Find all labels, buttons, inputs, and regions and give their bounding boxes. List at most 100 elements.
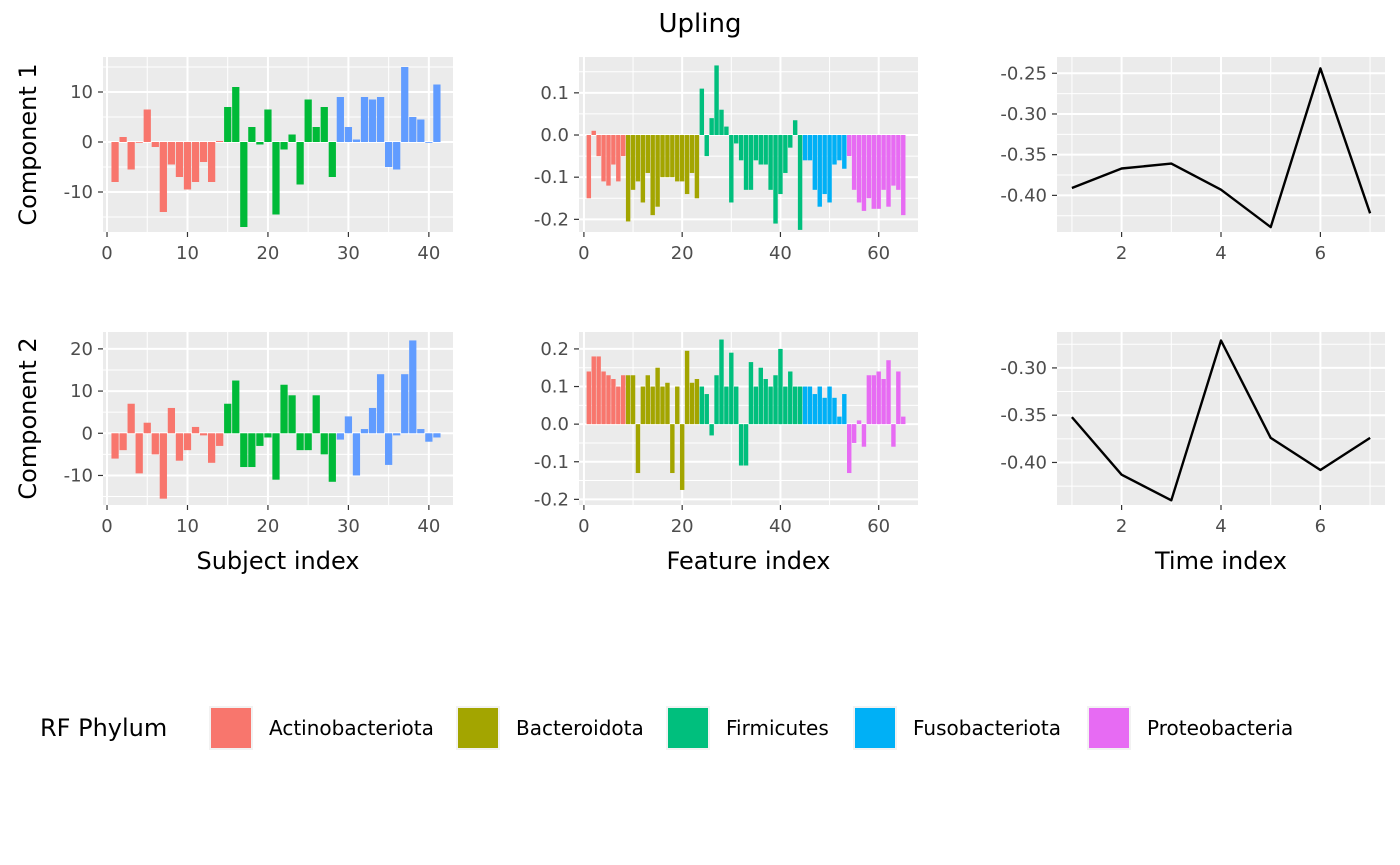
- bar: [856, 420, 862, 425]
- x-tick-label: 40: [417, 516, 440, 537]
- bar: [143, 109, 151, 142]
- legend-swatch: [458, 708, 498, 748]
- bar: [630, 135, 636, 190]
- bar: [119, 433, 127, 451]
- bar: [393, 142, 401, 170]
- bar: [433, 84, 441, 142]
- y-tick-label: 0.2: [540, 339, 569, 360]
- legend-item: Bacteroidota: [456, 706, 644, 750]
- y-tick-label: 0.0: [540, 125, 569, 146]
- bar: [296, 142, 304, 185]
- bar: [111, 142, 119, 182]
- legend-item: Firmicutes: [666, 706, 829, 750]
- x-tick-label: 40: [769, 243, 792, 264]
- x-tick-label: 10: [176, 243, 199, 264]
- bar: [288, 134, 296, 142]
- bar: [847, 135, 852, 157]
- bar: [601, 135, 606, 182]
- x-tick-label: 40: [417, 243, 440, 264]
- bar: [827, 386, 832, 425]
- bar: [264, 433, 272, 438]
- bar: [832, 135, 837, 165]
- legend-label: Proteobacteria: [1147, 716, 1293, 740]
- bar: [409, 117, 417, 142]
- x-tick-label: 30: [337, 516, 360, 537]
- bar: [842, 394, 847, 425]
- x-tick-label: 4: [1215, 243, 1226, 264]
- bar: [312, 127, 320, 142]
- bar: [689, 382, 695, 425]
- bar: [320, 433, 328, 455]
- y-tick-label: 10: [70, 381, 93, 402]
- bar: [891, 424, 896, 447]
- bar: [837, 135, 842, 161]
- bar: [256, 433, 264, 446]
- bar: [743, 424, 749, 466]
- bar: [635, 135, 641, 182]
- bar: [788, 371, 793, 425]
- bar: [304, 99, 312, 142]
- bar: [401, 67, 409, 142]
- x-tick-label: 40: [769, 516, 792, 537]
- bar: [753, 386, 759, 425]
- bar: [183, 433, 192, 451]
- bar: [127, 142, 135, 170]
- bar: [280, 142, 288, 150]
- bar: [376, 374, 385, 434]
- bar: [216, 141, 224, 142]
- bar: [199, 433, 208, 436]
- y-tick-label: 0: [82, 423, 93, 444]
- bar: [738, 424, 744, 466]
- bar: [684, 350, 690, 425]
- bar: [861, 135, 867, 211]
- bar: [807, 135, 813, 161]
- bar: [288, 395, 296, 434]
- bar: [891, 135, 896, 186]
- bar: [159, 142, 167, 212]
- bar: [183, 142, 192, 190]
- bar: [625, 135, 631, 222]
- bar: [625, 375, 631, 425]
- bar: [655, 367, 660, 425]
- x-tick-label: 6: [1315, 516, 1326, 537]
- bar: [385, 433, 393, 465]
- bar: [336, 433, 344, 440]
- bar: [886, 360, 891, 425]
- bar: [856, 135, 862, 203]
- x-axis-label: Time index: [1154, 547, 1287, 575]
- panel-1-1: 0 10 20 30 40 -10 0 10 Component 1: [14, 57, 453, 264]
- y-tick-label: -0.35: [1000, 405, 1047, 426]
- bar: [191, 142, 200, 182]
- legend-label: Firmicutes: [726, 716, 829, 740]
- bar: [352, 139, 361, 142]
- panel-2-2: 0 20 40 60 -0.2 -0.1 0.0 0.1 0.2 Feature index: [534, 332, 918, 575]
- bar: [675, 386, 680, 425]
- bar: [901, 416, 906, 425]
- bar: [417, 119, 425, 142]
- bar: [901, 135, 906, 216]
- bar: [199, 142, 208, 162]
- bar: [376, 97, 385, 142]
- bar: [352, 433, 361, 476]
- bar: [368, 99, 377, 142]
- bar: [738, 135, 744, 161]
- bar: [788, 135, 793, 148]
- bar: [704, 394, 709, 425]
- bar: [660, 135, 665, 178]
- x-tick-label: 4: [1215, 516, 1226, 537]
- chart-title: Upling: [659, 9, 742, 39]
- bar: [596, 356, 601, 425]
- bar: [861, 424, 867, 447]
- bar: [670, 424, 675, 474]
- bar: [714, 375, 719, 425]
- bar: [616, 386, 621, 425]
- bar: [655, 135, 660, 207]
- bar: [886, 135, 891, 207]
- legend-item: Fusobacteriota: [853, 706, 1061, 750]
- bar: [640, 386, 646, 425]
- bar: [797, 135, 803, 230]
- y-tick-label: -0.30: [1000, 358, 1047, 379]
- y-tick-label: 0.0: [540, 414, 569, 435]
- bar: [151, 142, 159, 147]
- x-tick-label: 0: [578, 243, 589, 264]
